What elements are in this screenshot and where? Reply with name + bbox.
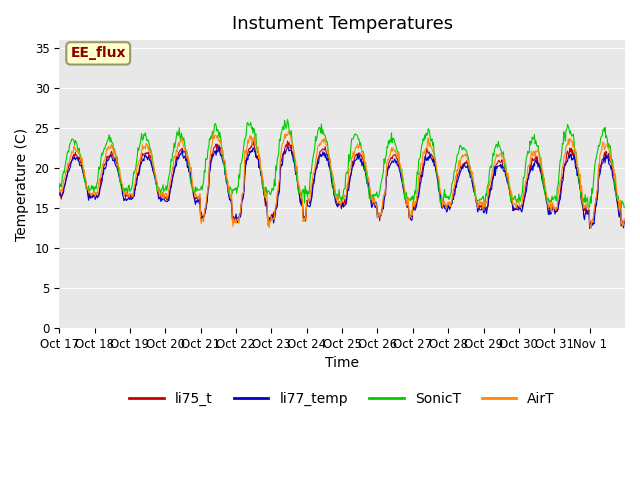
Text: EE_flux: EE_flux — [70, 47, 126, 60]
X-axis label: Time: Time — [325, 356, 359, 370]
Title: Instument Temperatures: Instument Temperatures — [232, 15, 452, 33]
Y-axis label: Temperature (C): Temperature (C) — [15, 127, 29, 240]
Legend: li75_t, li77_temp, SonicT, AirT: li75_t, li77_temp, SonicT, AirT — [124, 386, 561, 412]
